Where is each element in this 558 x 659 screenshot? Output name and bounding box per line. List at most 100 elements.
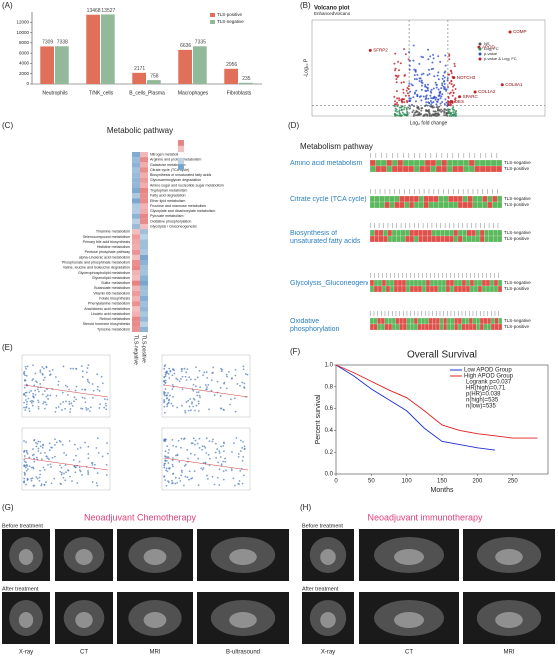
background-dot [403, 98, 406, 101]
scatter-dot [184, 475, 187, 478]
stage-label: After treatment [302, 586, 339, 592]
heatmap-cell [132, 162, 140, 168]
scatter-dot [46, 388, 48, 391]
heatmap-cell [474, 165, 481, 173]
heatmap-cell [140, 265, 148, 271]
background-dot [448, 92, 451, 95]
scatter-dot [186, 368, 189, 370]
pathway-label: Galactose metabolism [150, 163, 186, 167]
scatter-dot [95, 482, 98, 484]
heatmap-cell [377, 285, 383, 293]
background-dot [417, 106, 420, 109]
background-dot [440, 87, 443, 90]
heatmap-cell [369, 235, 375, 243]
scatter-dot [59, 464, 61, 467]
background-dot [394, 69, 397, 72]
heatmap-cell [452, 165, 459, 173]
gene-tick [462, 189, 464, 194]
heatmap-cell [400, 235, 406, 243]
heatmap-cell [132, 316, 140, 322]
panel-title: Neoadjuvant Chemotherapy [84, 512, 197, 522]
heatmap-cell [443, 201, 449, 209]
heatmap-cell [490, 323, 495, 331]
legend-marker [478, 47, 482, 51]
panel-label: (A) [2, 1, 13, 10]
scatter-dot [214, 451, 217, 454]
background-dot [403, 74, 406, 77]
scatter-dot [23, 379, 26, 381]
heatmap-cell [428, 201, 434, 209]
background-dot [434, 98, 437, 101]
heatmap-cell [378, 235, 384, 243]
background-dot [412, 96, 415, 99]
scatter-dot [201, 445, 204, 448]
heatmap-cell [445, 279, 451, 287]
scatter-dot [87, 473, 90, 476]
gene-tick [408, 153, 410, 158]
heatmap-cell [399, 323, 404, 331]
pathway-label: Linoleic acid metabolism [91, 312, 130, 316]
gene-tick [485, 153, 487, 158]
background-dot [407, 94, 410, 97]
scatter-dot [218, 450, 221, 452]
background-dot [405, 107, 408, 110]
scatter-dot [49, 394, 52, 397]
scatter-dot [37, 447, 40, 450]
background-dot [447, 100, 450, 103]
scatter-dot [38, 476, 41, 479]
background-dot [394, 52, 397, 55]
scatter-dot [240, 439, 242, 442]
background-dot [420, 79, 423, 82]
scatter-dot [105, 404, 108, 407]
background-dot [394, 67, 397, 70]
scatter-dot [166, 470, 169, 473]
background-dot [422, 72, 425, 75]
panel-label: (C) [2, 121, 13, 130]
heatmap-cell [391, 229, 397, 237]
panel-label: (G) [2, 503, 14, 512]
y-tick-label: 0.8 [325, 384, 334, 390]
color-legend [177, 151, 185, 159]
scatter-dot [219, 456, 222, 458]
heatmap-cell [441, 285, 447, 293]
heatmap-cell [132, 218, 140, 224]
heatmap-cell [454, 323, 459, 331]
scatter-dot [229, 398, 232, 401]
scatter-dot [225, 387, 228, 390]
scatter-dot [35, 476, 38, 478]
pathway-label: Tryptophan metabolism [150, 189, 187, 193]
heatmap-cell [497, 201, 503, 209]
pathway-label: Glycolysis_Gluconeogenesis [290, 280, 368, 287]
scatter-dot [37, 401, 40, 404]
background-dot [440, 110, 443, 113]
heatmap-cell [374, 201, 380, 209]
gene-tick [417, 311, 419, 316]
heatmap-cell [417, 323, 422, 331]
scatter-dot [73, 465, 76, 468]
heatmap-cell [140, 162, 148, 168]
scatter-dot [32, 467, 35, 470]
background-dot [435, 114, 438, 117]
heatmap-cell [479, 317, 484, 325]
heatmap-cell [389, 279, 395, 287]
gene-tick [414, 223, 415, 228]
scatter-dot [100, 375, 103, 378]
background-dot [407, 87, 410, 90]
scatter-dot [84, 388, 86, 391]
background-dot [424, 113, 427, 116]
image-detail [495, 612, 523, 628]
heatmap-cell [140, 296, 148, 302]
stage-label: After treatment [2, 586, 39, 592]
scatter-dot [50, 446, 52, 449]
pathway-label: Primary bile acid biosynthesis [83, 240, 131, 244]
gene-tick [472, 311, 474, 316]
heatmap-cell [140, 157, 148, 163]
gene-tick [469, 153, 470, 158]
scatter-dot [179, 480, 182, 482]
value-label: 2171 [134, 66, 145, 72]
background-dot [429, 55, 432, 58]
background-dot [404, 53, 407, 56]
scatter-dot [208, 464, 211, 467]
background-dot [418, 95, 421, 98]
background-dot [441, 101, 444, 104]
